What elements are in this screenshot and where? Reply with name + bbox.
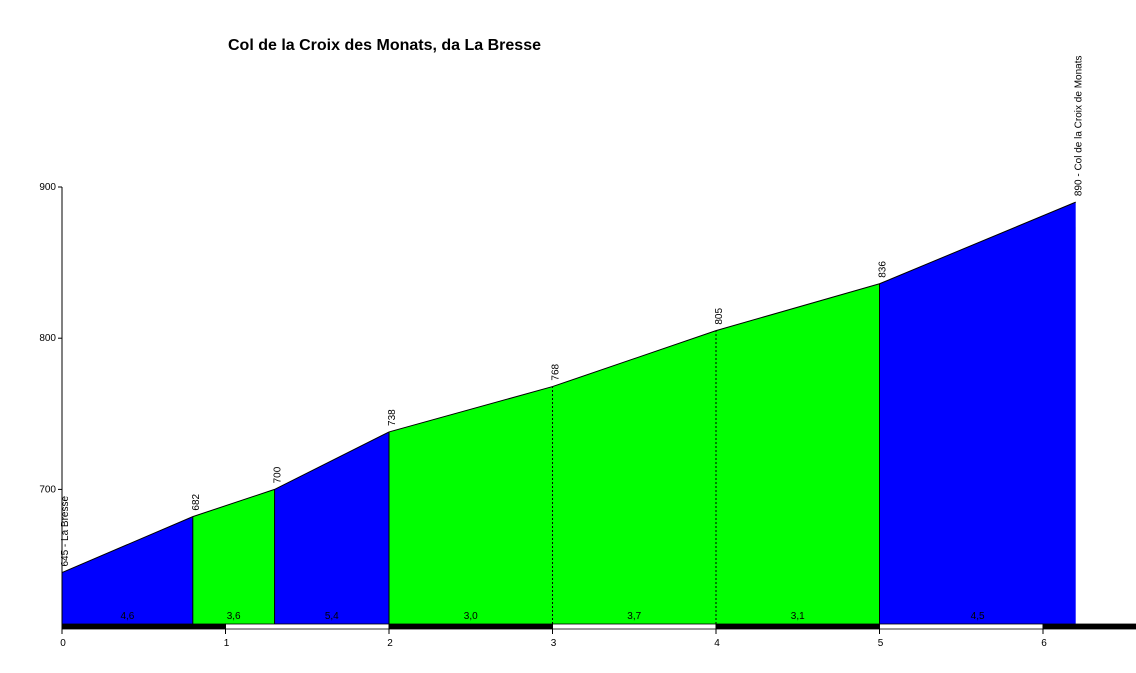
elevation-label-4: 738 (387, 409, 398, 426)
gradient-label-1: 4,6 (120, 611, 134, 622)
x-tick-label-3: 3 (551, 638, 557, 649)
x-tick-label-5: 5 (878, 638, 884, 649)
scale-bar-block-1 (61, 623, 226, 630)
gradient-label-3: 5,4 (325, 611, 339, 622)
scale-bar-block-5 (715, 623, 880, 630)
elevation-label-7: 836 (878, 261, 889, 278)
scale-bar-block-3 (388, 623, 553, 630)
x-tick-label-6: 6 (1041, 638, 1047, 649)
distance-scale-bar (61, 623, 1136, 630)
scale-bar-block-4 (552, 623, 717, 630)
profile-outline (61, 201, 1076, 574)
segment-fill-1 (62, 516, 193, 624)
gradient-segments (62, 202, 1076, 624)
segment-fill-2 (192, 489, 275, 624)
x-tick-label-0: 0 (60, 638, 66, 649)
gradient-label-5: 3,7 (627, 611, 641, 622)
segment-fill-7 (879, 202, 1076, 624)
elevation-labels: 645 - La Bresse 682 700 738 768 805 836 890 - C… (60, 55, 1085, 566)
gradient-label-2: 3,6 (227, 611, 241, 622)
elevation-label-5: 768 (551, 363, 562, 380)
profile-line (61, 201, 1076, 574)
gradient-label-6: 3,1 (791, 611, 805, 622)
segment-fill-3 (274, 431, 389, 624)
y-axis-ticks: 700 800 900 (39, 182, 62, 495)
gradient-labels: 4,6 3,6 5,4 3,0 3,7 3,1 4,5 (120, 611, 985, 622)
scale-bar-block-7 (1042, 623, 1136, 630)
elevation-label-8: 890 - Col de la Croix de Monats (1074, 55, 1085, 196)
segment-fill-6 (716, 283, 880, 624)
gradient-label-7: 4,5 (971, 611, 985, 622)
y-tick-label-800: 800 (39, 333, 56, 344)
elevation-label-6: 805 (714, 308, 725, 325)
x-tick-label-1: 1 (224, 638, 230, 649)
y-tick-label-700: 700 (39, 484, 56, 495)
elevation-label-1: 645 - La Bresse (60, 496, 71, 567)
chart-title: Col de la Croix des Monats, da La Bresse (228, 37, 541, 54)
scale-bar-block-6 (879, 623, 1044, 630)
scale-bar-block-2 (225, 623, 390, 630)
segment-fill-5 (552, 330, 716, 624)
x-tick-label-4: 4 (714, 638, 720, 649)
x-axis-ticks: 0 1 2 3 4 5 6 (60, 624, 1047, 649)
gradient-label-4: 3,0 (464, 611, 478, 622)
elevation-label-2: 682 (191, 493, 202, 510)
segment-fill-4 (389, 386, 553, 624)
y-tick-label-900: 900 (39, 182, 56, 193)
x-tick-label-2: 2 (387, 638, 393, 649)
segment-dividers (192, 283, 880, 624)
elevation-label-3: 700 (273, 466, 284, 483)
